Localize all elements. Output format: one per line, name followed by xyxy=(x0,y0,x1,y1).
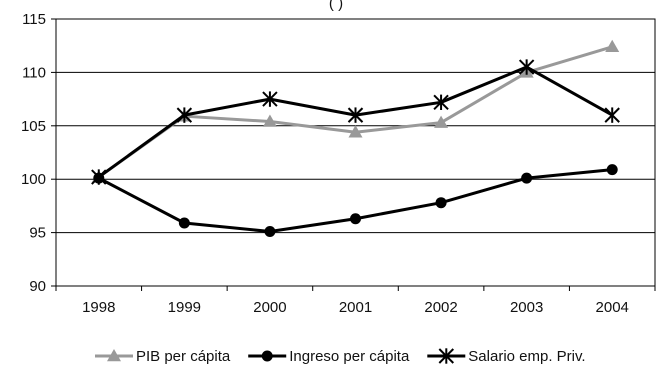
x-tick-label-2003: 2003 xyxy=(510,299,543,316)
x-tick-label-2001: 2001 xyxy=(339,299,372,316)
legend-label: Ingreso per cápita xyxy=(289,348,410,365)
legend-item-salario-emp-priv: Salario emp. Priv. xyxy=(427,348,586,365)
data-point-pib-per-c-pita-2004 xyxy=(605,39,620,53)
data-point-ingreso-per-c-pita-2003 xyxy=(521,172,533,184)
series-ingreso-per-c-pita xyxy=(93,164,618,238)
data-point-salario-emp-priv-2002 xyxy=(433,94,449,111)
data-point-salario-emp-priv-2003 xyxy=(518,59,535,75)
data-point-salario-emp-priv-2001 xyxy=(347,107,364,123)
data-point-ingreso-per-c-pita-2000 xyxy=(264,226,276,238)
x-tick-label-1999: 1999 xyxy=(168,299,201,316)
series-layer xyxy=(91,39,620,238)
data-point-pib-per-c-pita-2001 xyxy=(348,125,363,138)
data-point-salario-emp-priv-1999 xyxy=(176,107,193,123)
y-axis: 90 95 100 105 110 115 xyxy=(21,11,56,295)
gridlines xyxy=(56,71,655,234)
x-tick-label-2002: 2002 xyxy=(424,299,457,316)
legend-item-ingreso-per-c-pita: Ingreso per cápita xyxy=(248,348,410,365)
legend-swatch-marker xyxy=(261,350,273,362)
plot-area-frame xyxy=(55,18,656,287)
legend-item-pib-per-c-pita: PIB per cápita xyxy=(95,348,231,365)
x-axis: 1998 1999 2000 2001 2002 2003 2004 xyxy=(55,286,656,316)
legend-swatch-marker xyxy=(107,349,121,362)
data-point-salario-emp-priv-2000 xyxy=(262,91,278,107)
y-tick-label-90: 90 xyxy=(29,278,46,295)
data-point-ingreso-per-c-pita-2001 xyxy=(350,213,361,225)
legend-label: Salario emp. Priv. xyxy=(468,348,585,365)
data-point-ingreso-per-c-pita-1999 xyxy=(178,217,190,229)
series-salario-emp-priv xyxy=(91,59,620,185)
y-tick-label-100: 100 xyxy=(21,171,46,188)
legend: PIB per cápita Ingreso per cápita Salario … xyxy=(95,348,586,365)
y-tick-label-115: 115 xyxy=(22,11,46,28)
legend-swatch-marker xyxy=(438,348,455,364)
data-point-pib-per-c-pita-2000 xyxy=(262,114,277,127)
y-tick-label-110: 110 xyxy=(22,64,46,81)
y-tick-label-95: 95 xyxy=(29,225,46,242)
data-point-ingreso-per-c-pita-2002 xyxy=(435,197,447,209)
chart-title-fragment: ( ) xyxy=(329,0,343,12)
x-tick-label-2000: 2000 xyxy=(253,299,286,316)
data-point-ingreso-per-c-pita-2004 xyxy=(606,164,618,176)
x-tick-label-1998: 1998 xyxy=(82,299,115,316)
data-point-salario-emp-priv-1998 xyxy=(91,169,107,185)
legend-label: PIB per cápita xyxy=(136,348,231,365)
y-tick-label-105: 105 xyxy=(21,118,46,135)
data-point-salario-emp-priv-2004 xyxy=(604,107,620,123)
data-point-pib-per-c-pita-2002 xyxy=(434,115,449,128)
x-tick-label-2004: 2004 xyxy=(596,299,629,316)
